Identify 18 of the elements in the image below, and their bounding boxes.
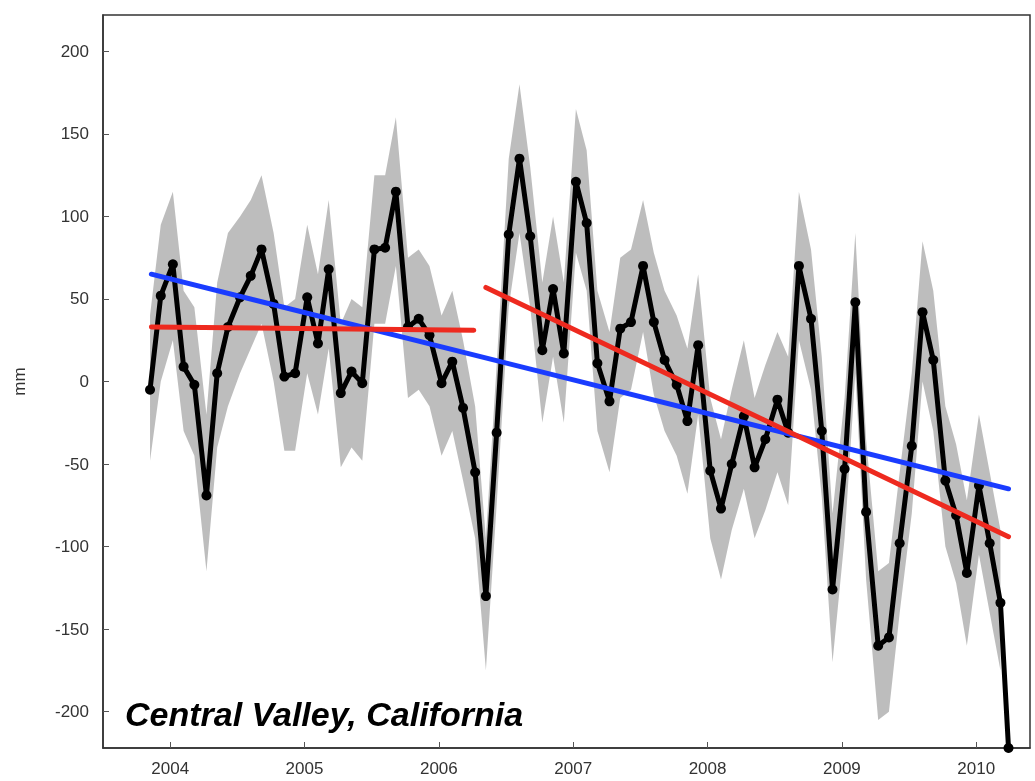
x-tick-label: 2010 [957, 759, 996, 778]
x-tick-label: 2009 [823, 759, 861, 778]
y-tick-label: 150 [60, 124, 89, 144]
x-tick-label: 2007 [554, 759, 593, 778]
y-axis-title: mm [10, 367, 29, 396]
y-tick-label: -100 [54, 537, 89, 557]
y-tick-label: -50 [64, 454, 89, 474]
y-tick-label: 100 [60, 206, 89, 226]
y-tick-label: 0 [79, 372, 89, 391]
y-tick-label: 50 [70, 289, 89, 309]
x-tick-label: 2005 [285, 759, 324, 778]
annotation: Central Valley, California [125, 695, 524, 733]
x-tick-label: 2008 [688, 759, 727, 778]
y-tick-label: -150 [54, 619, 89, 639]
y-tick-label: -200 [54, 702, 89, 722]
x-tick-label: 2004 [151, 759, 190, 778]
y-tick-label: 200 [60, 41, 89, 61]
x-tick-label: 2006 [419, 759, 458, 778]
